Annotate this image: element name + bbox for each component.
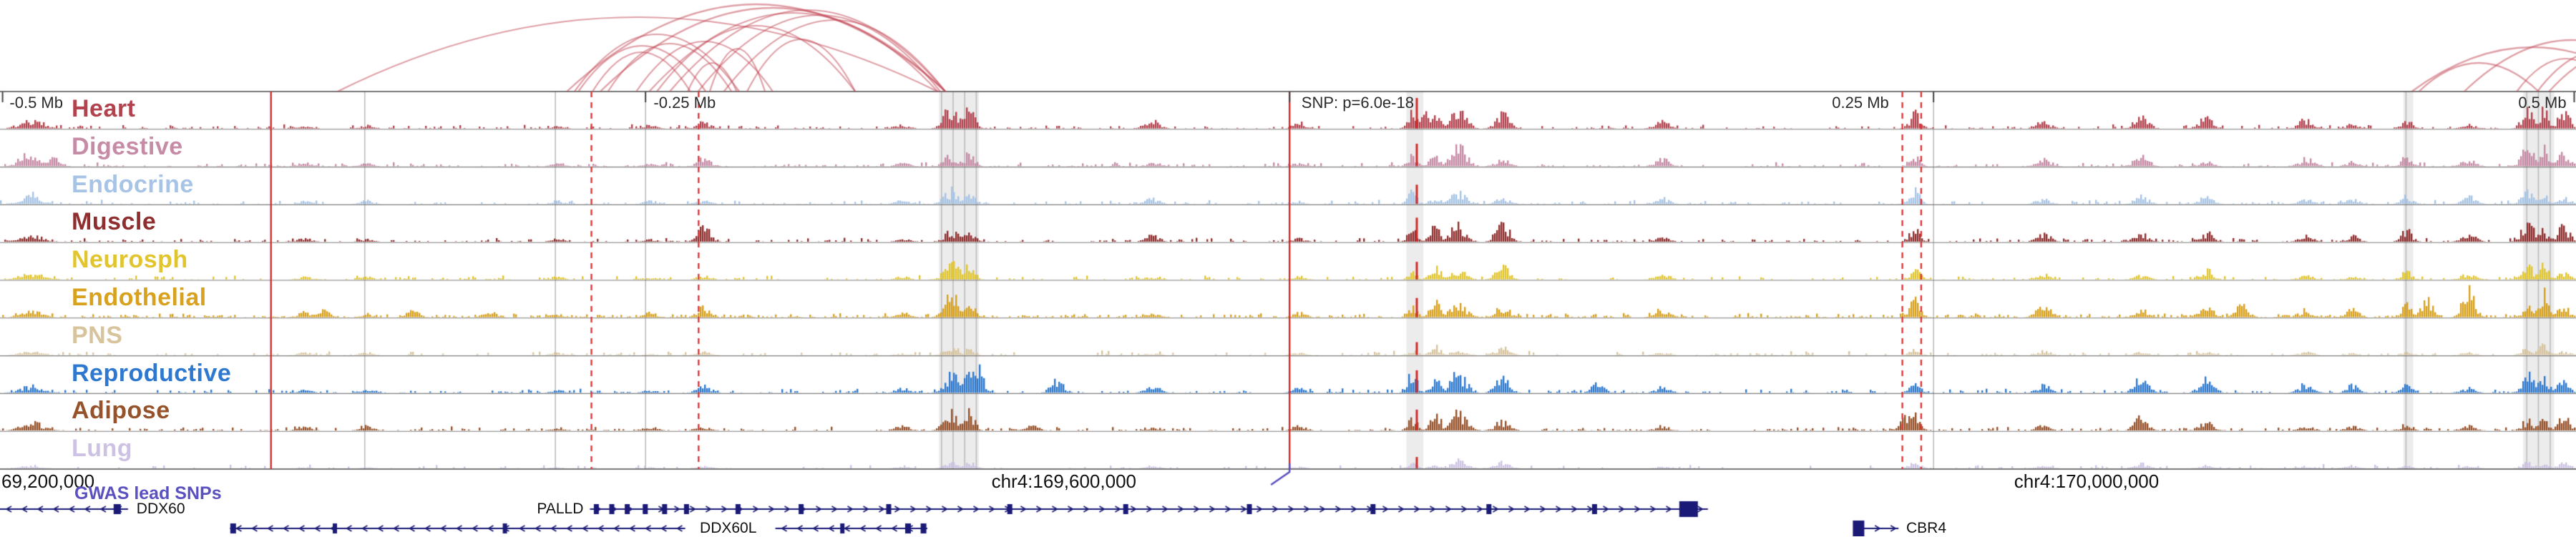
gene-label-palld: PALLD	[537, 501, 584, 517]
track-label-pns[interactable]: PNS	[72, 321, 123, 349]
gene-label-ddx60l: DDX60L	[700, 520, 757, 536]
gene-label-cbr4: CBR4	[1906, 520, 1947, 536]
track-label-muscle[interactable]: Muscle	[72, 208, 157, 236]
ruler-label: 0.25 Mb	[1832, 94, 1889, 112]
gwas-lead-snps-track-label[interactable]: GWAS lead SNPs	[74, 483, 222, 503]
track-label-endothelial[interactable]: Endothelial	[72, 284, 207, 311]
ruler-label: SNP: p=6.0e-18	[1301, 94, 1414, 112]
ruler-label: 0.5 Mb	[2518, 94, 2567, 112]
coordinate-left: 69,200,000	[1, 471, 95, 492]
ruler-label: -0.25 Mb	[653, 94, 716, 112]
coordinate-right: chr4:170,000,000	[2014, 471, 2160, 492]
gene-label-ddx60: DDX60	[136, 501, 185, 517]
track-label-digestive[interactable]: Digestive	[72, 132, 183, 160]
track-label-endocrine[interactable]: Endocrine	[72, 170, 194, 198]
track-label-adipose[interactable]: Adipose	[72, 397, 170, 425]
track-label-lung[interactable]: Lung	[72, 435, 133, 463]
track-label-reproductive[interactable]: Reproductive	[72, 359, 232, 387]
ruler-label: -0.5 Mb	[9, 94, 63, 112]
track-label-heart[interactable]: Heart	[72, 95, 136, 122]
track-label-neurosph[interactable]: Neurosph	[72, 246, 188, 274]
coordinate-center: chr4:169,600,000	[991, 471, 1136, 492]
